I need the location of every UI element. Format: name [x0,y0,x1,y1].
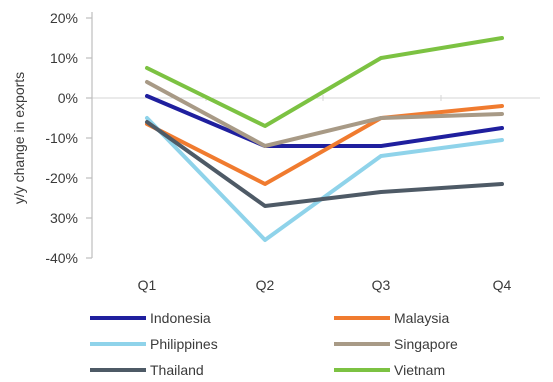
x-tick-label: Q4 [493,277,512,293]
legend: Indonesia Malaysia Philippines Singapore Tha… [90,310,458,378]
x-tick-label: Q1 [138,277,157,293]
y-tick-label: -40% [45,250,78,266]
series-lines [145,36,504,242]
y-tick-label: 10% [50,50,78,66]
series-line-thailand [145,120,504,208]
y-tick-label: -20% [45,170,78,186]
legend-label: Malaysia [394,310,449,326]
y-tick-label: 20% [50,10,78,26]
series-line-indonesia [145,94,504,148]
series-line-singapore [145,80,504,148]
y-tick-label: 0% [58,90,78,106]
legend-label: Thailand [150,362,204,378]
x-axis: Q1 Q2 Q3 Q4 [138,277,512,293]
legend-item-indonesia: Indonesia [90,310,211,326]
x-tick-label: Q3 [372,277,391,293]
y-tick-label: 30% [50,210,78,226]
series-line-malaysia [145,104,504,186]
legend-item-thailand: Thailand [90,362,204,378]
legend-item-vietnam: Vietnam [334,362,445,378]
legend-label: Vietnam [394,362,445,378]
legend-item-malaysia: Malaysia [334,310,449,326]
legend-item-philippines: Philippines [90,336,218,352]
legend-label: Indonesia [150,310,211,326]
legend-label: Philippines [150,336,218,352]
legend-label: Singapore [394,336,458,352]
y-axis-title: y/y change in exports [11,72,27,204]
legend-item-singapore: Singapore [334,336,458,352]
y-axis: -40% 30% -20% -10% 0% 10% 20% [45,10,93,266]
series-line-vietnam [145,36,504,128]
x-tick-label: Q2 [256,277,275,293]
y-tick-label: -10% [45,130,78,146]
